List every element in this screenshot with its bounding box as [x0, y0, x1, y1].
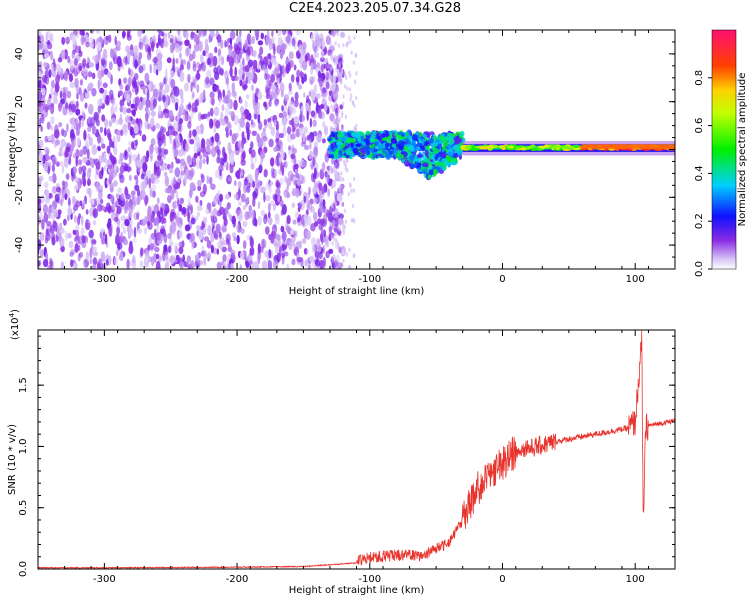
y-tick-label: 40	[14, 48, 25, 61]
colorbar: 0.0 0.2 0.4 0.6 0.8 Normalized spectral ampli…	[694, 29, 748, 277]
colorbar-gradient	[712, 30, 736, 269]
colorbar-tick-label: 0.6	[694, 118, 705, 134]
chart-title: C2E4.2023.205.07.34.G28	[288, 1, 462, 16]
colorbar-label: Normalized spectral amplitude	[737, 73, 748, 227]
x-tick-label: -300	[93, 274, 116, 285]
colorbar-tick-label: 0.8	[694, 70, 705, 86]
snr-plot: -300 -200 -100 0 100 0.0 0.5 1.0 1.5 Height of st…	[7, 309, 676, 596]
y-tick-label: -20	[14, 189, 25, 205]
colorbar-tick-label: 0.4	[694, 165, 705, 181]
y-tick-label: 0.0	[18, 561, 29, 577]
x-tick-label: 0	[499, 574, 505, 585]
bottom-x-axis-label: Height of straight line (km)	[289, 585, 425, 596]
x-tick-label: -300	[93, 574, 116, 585]
x-tick-label: 100	[626, 274, 645, 285]
x-tick-label: 100	[626, 574, 645, 585]
snr-area	[38, 330, 675, 569]
x-tick-label: -100	[358, 274, 381, 285]
y-tick-label: -40	[14, 237, 25, 253]
signal-band	[460, 141, 675, 156]
colorbar-tick-label: 0.2	[694, 213, 705, 229]
x-tick-label: -200	[226, 274, 249, 285]
noise-region	[38, 30, 358, 269]
bottom-y-axis-label: SNR (10 * v/v)	[7, 424, 18, 495]
spectrogram-area	[38, 30, 675, 269]
band-strong	[582, 144, 675, 149]
snr-series-line	[38, 330, 675, 569]
y-tick-label: 0.5	[18, 500, 29, 516]
signal-cluster	[326, 129, 466, 181]
x-tick-label: 0	[499, 274, 505, 285]
y-multiplier-text: (x104)	[8, 309, 21, 340]
y-tick-label: 1.0	[18, 438, 29, 454]
top-x-axis-label: Height of straight line (km)	[289, 286, 425, 297]
x-tick-label: -100	[358, 574, 381, 585]
colorbar-tick-label: 0.0	[694, 261, 705, 277]
colorbar-frame	[711, 29, 737, 270]
top-y-axis-label: Frequency (Hz)	[7, 112, 18, 188]
x-tick-label: -200	[226, 574, 249, 585]
y-tick-label: 1.5	[18, 377, 29, 393]
y-tick-label: 0	[14, 146, 25, 152]
y-tick-label: 20	[14, 95, 25, 108]
y-multiplier-label: (x104)	[8, 309, 21, 340]
bottom-plot-frame	[37, 329, 676, 570]
